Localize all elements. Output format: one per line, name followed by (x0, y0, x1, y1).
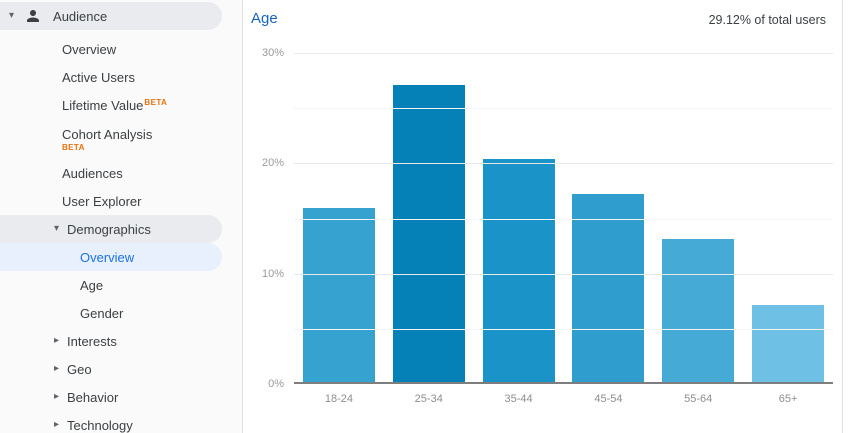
bar-35-44[interactable] (482, 159, 555, 382)
bar-45-54[interactable] (572, 194, 645, 382)
sidebar-item-behavior[interactable]: ▸ Behavior (0, 383, 222, 411)
percent-of-total-users: 29.12% of total users (708, 13, 826, 27)
sidebar-item-label: Technology (67, 417, 133, 433)
sidebar-item-overview[interactable]: Overview (0, 35, 222, 63)
sidebar-item-label: Behavior (67, 389, 119, 405)
sidebar-item-label: Active Users (62, 69, 135, 85)
x-axis-label-55-64: 55-64 (684, 393, 713, 405)
beta-badge: BETA (144, 97, 168, 107)
sidebar-item-cohort-analysis[interactable]: Cohort Analysis BETA (0, 119, 222, 159)
sidebar-item-demographics-age[interactable]: Age (0, 271, 222, 299)
bar-slot-55-64 (653, 238, 743, 382)
x-axis-label-45-54: 45-54 (594, 393, 623, 405)
x-axis-label-35-44: 35-44 (504, 393, 533, 405)
person-icon (24, 7, 42, 25)
gridline-major-10 (294, 273, 833, 275)
x-axis-label-25-34: 25-34 (414, 393, 443, 405)
sidebar-item-label: Lifetime ValueBETA (62, 97, 168, 113)
sidebar-section-audience[interactable]: ▾ Audience (0, 2, 222, 30)
sidebar-item-demographics[interactable]: ▾ Demographics (0, 215, 222, 243)
bar-slot-65- (743, 304, 833, 382)
y-axis-label-0: 0% (268, 378, 284, 390)
gridline-major-30 (294, 53, 833, 54)
sidebar-item-label: Gender (80, 305, 124, 321)
age-bar-chart: 0% 10% 20% 30% 18-24 25-34 35-44 45-54 55-64 65+ (262, 47, 833, 405)
sidebar-item-label: Demographics (67, 221, 151, 237)
chart-x-axis-labels: 18-24 25-34 35-44 45-54 55-64 65+ (294, 393, 833, 405)
sidebar-item-geo[interactable]: ▸ Geo (0, 355, 222, 383)
gridline-minor-5 (294, 328, 833, 330)
y-axis-label-20: 20% (261, 157, 284, 170)
gridline-major-20 (294, 163, 833, 165)
sidebar-nav: ▾ Audience Overview Active Users Lifetime … (0, 0, 242, 433)
sidebar-item-demographics-gender[interactable]: Gender (0, 299, 222, 327)
gridline-minor-15 (294, 218, 833, 220)
sidebar-item-active-users[interactable]: Active Users (0, 63, 222, 91)
bar-slot-25-34 (384, 85, 474, 382)
sidebar-item-interests[interactable]: ▸ Interests (0, 327, 222, 355)
sidebar-item-label: Age (80, 277, 104, 293)
x-axis-label-65-: 65+ (778, 393, 798, 405)
bar-slot-18-24 (294, 207, 384, 382)
sidebar-item-user-explorer[interactable]: User Explorer (0, 187, 222, 215)
bar-65-[interactable] (752, 304, 825, 382)
bar-25-34[interactable] (392, 85, 465, 382)
sidebar-item-label: User Explorer (62, 193, 142, 209)
sidebar-item-demographics-overview[interactable]: Overview (0, 243, 222, 271)
sidebar-item-label: Overview (80, 249, 135, 265)
chart-title-link[interactable]: Age (251, 10, 278, 27)
bar-55-64[interactable] (662, 238, 735, 382)
chevron-right-icon: ▸ (54, 391, 60, 402)
sidebar-section-label: Audience (53, 8, 108, 24)
sidebar-item-lifetime-value[interactable]: Lifetime ValueBETA (0, 91, 222, 119)
sidebar-item-label: Audiences (62, 165, 123, 181)
chevron-down-icon: ▾ (9, 10, 15, 21)
beta-badge: BETA (62, 142, 85, 152)
x-axis-label-18-24: 18-24 (324, 393, 353, 405)
chevron-right-icon: ▸ (54, 363, 60, 374)
sidebar-item-label: Overview (62, 41, 117, 57)
sidebar-item-label: Cohort Analysis (62, 126, 153, 142)
bar-18-24[interactable] (302, 207, 375, 382)
chart-bars (294, 53, 833, 382)
chevron-right-icon: ▸ (54, 335, 60, 346)
sidebar-item-label: Geo (67, 361, 92, 377)
y-axis-label-30: 30% (261, 47, 284, 59)
chevron-right-icon: ▸ (54, 419, 60, 430)
chart-card-header: Age 29.12% of total users (243, 0, 842, 27)
bar-slot-45-54 (563, 194, 653, 382)
sidebar-item-label: Interests (67, 333, 117, 349)
chart-plot-area: 0% 10% 20% 30% (262, 47, 833, 390)
sidebar-items-list: Overview Active Users Lifetime ValueBETA Co… (0, 35, 242, 433)
sidebar-item-audiences[interactable]: Audiences (0, 159, 222, 187)
chevron-down-icon: ▾ (54, 223, 60, 234)
sidebar-item-technology[interactable]: ▸ Technology (0, 411, 222, 433)
gridline-minor-25 (294, 108, 833, 110)
y-axis-label-10: 10% (261, 267, 284, 280)
bar-slot-35-44 (474, 159, 564, 382)
age-chart-card: Age 29.12% of total users 0% 10% 20% 30% 18… (242, 0, 843, 433)
